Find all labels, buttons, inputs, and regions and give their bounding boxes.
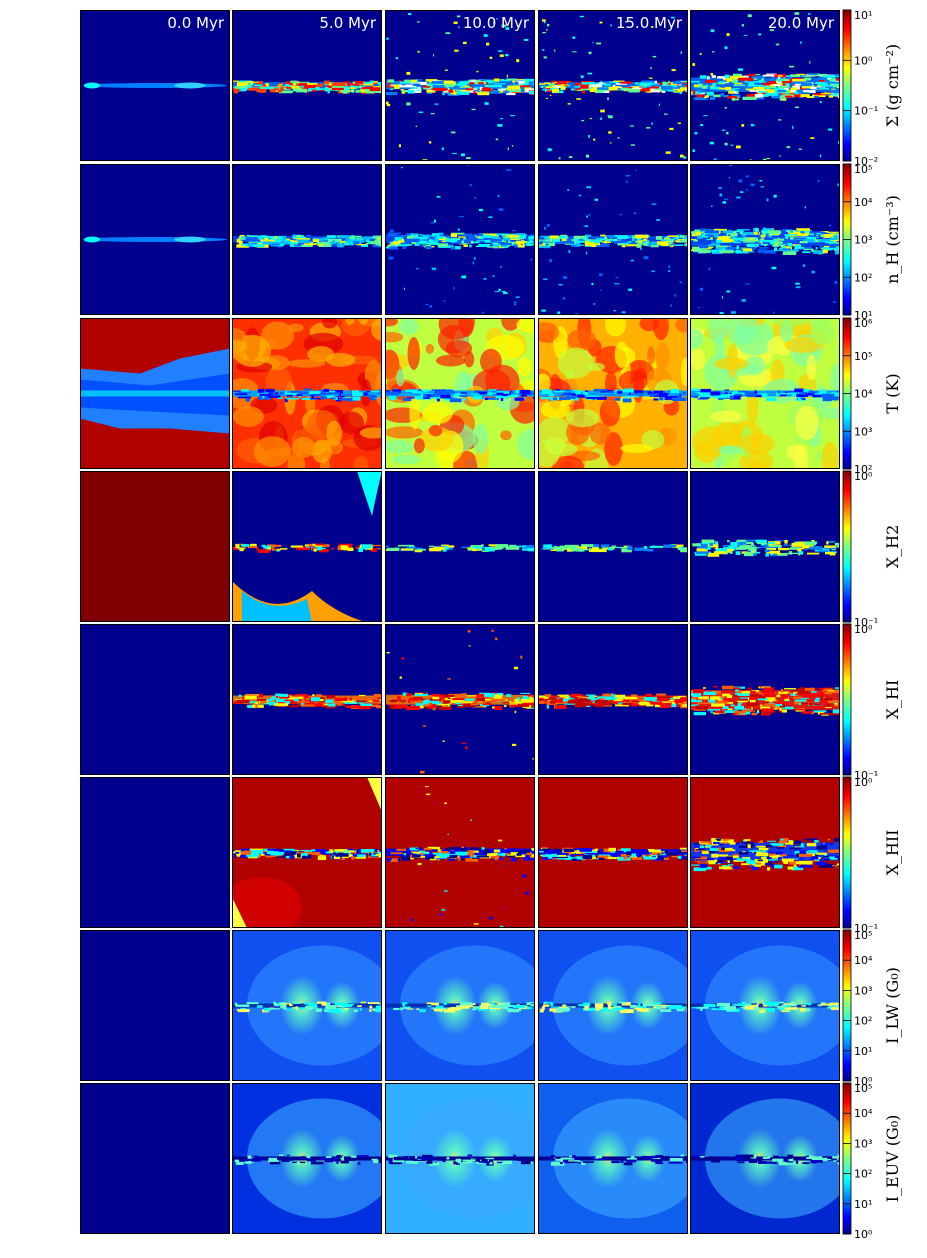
temp-t20 <box>690 318 840 469</box>
column-title: 15.0 Myr <box>616 14 683 32</box>
column-title: 20.0 Myr <box>768 14 835 32</box>
colorbar-tick-label: 10⁻¹ <box>854 922 878 935</box>
colorbar-ILW: 10⁵ 10⁴ 10³ 10² 10¹ 10⁰ <box>842 929 873 1088</box>
colorbar-tick-label: 10² <box>854 1015 872 1028</box>
colorbar-tick-label: 10⁻¹ <box>854 769 878 782</box>
xhi-t20 <box>690 624 840 775</box>
xhii-t15 <box>538 777 688 928</box>
colorbars: 10¹10⁰10⁻¹10⁻²10⁵10⁴10³10²10¹10⁶10⁵10⁴10… <box>842 9 878 1241</box>
nh-t5 <box>232 164 382 315</box>
sigma-t0 <box>80 10 230 161</box>
colorbar-sigma: 10¹ 10⁰ 10⁻¹ 10⁻² <box>842 9 878 168</box>
colorbar-tick-label: 10³ <box>854 984 872 997</box>
colorbar-IEUV: 10⁵ 10⁴ 10³ 10² 10¹ 10⁰ <box>842 1082 873 1241</box>
nh-t15 <box>538 164 688 315</box>
colorbar-tick-label: 10⁰ <box>854 470 873 483</box>
colorbar-tick-label: 10⁴ <box>854 388 873 401</box>
ilw-t10 <box>385 930 535 1081</box>
row-label-XH2: X_H2 <box>883 525 902 569</box>
nh-t10 <box>385 164 535 315</box>
colorbar-tick-label: 10¹ <box>854 9 872 22</box>
nh-t0 <box>80 164 230 315</box>
sigma-t5 <box>232 10 382 161</box>
temp-t5 <box>232 318 382 469</box>
colorbar-tick-label: 10⁵ <box>854 163 872 176</box>
colorbar-tick-label: 10⁰ <box>854 1075 873 1088</box>
colorbar-tick-label: 10² <box>854 1168 872 1181</box>
colorbar-tick-label: 10⁴ <box>854 1107 873 1120</box>
row-label-sigma: Σ (g cm⁻²) <box>883 44 902 127</box>
colorbar-tick-label: 10⁰ <box>854 776 873 789</box>
colorbar-tick-label: 10¹ <box>854 1045 872 1058</box>
row-label-XHII: X_HII <box>883 830 902 876</box>
ilw-t0 <box>80 930 230 1081</box>
xhi-t0 <box>80 624 230 775</box>
colorbar-T: 10⁶ 10⁵ 10⁴ 10³ 10² <box>842 317 873 476</box>
colorbar-tick-label: 10¹ <box>854 1198 872 1211</box>
row-label-T: T (K) <box>883 373 902 413</box>
column-titles: 0.0 Myr 5.0 Myr 10.0 Myr 15.0 Myr 20.0 Myr <box>167 14 834 32</box>
colorbar-XHII: 10⁰ 10⁻¹ <box>842 776 878 935</box>
sigma-t10 <box>385 10 535 161</box>
colorbar-tick-label: 10⁴ <box>854 954 873 967</box>
colorbar-tick-label: 10⁵ <box>854 350 872 363</box>
xhii-t10 <box>385 777 535 928</box>
xhii-t0 <box>80 777 230 928</box>
colorbar-tick-label: 10⁻² <box>854 155 878 168</box>
colorbar-tick-label: 10⁰ <box>854 1228 873 1241</box>
row-labels: Σ (g cm⁻²) n_H (cm⁻³) T (K) X_H2 X_HI X_HII I_… <box>883 44 902 1203</box>
xh2-t15 <box>538 471 688 622</box>
colorbar-tick-label: 10² <box>854 463 872 476</box>
colorbar-tick-label: 10⁵ <box>854 1082 872 1095</box>
colorbar-tick-label: 10⁰ <box>854 54 873 67</box>
colorbar-tick-label: 10¹ <box>854 309 872 322</box>
row-label-IEUV: I_EUV (G₀) <box>883 1115 902 1203</box>
colorbar-tick-label: 10³ <box>854 234 872 247</box>
xh2-t20 <box>690 471 840 622</box>
sigma-t20 <box>690 10 840 161</box>
nh-t20 <box>690 164 840 315</box>
sigma-t15 <box>538 10 688 161</box>
ieuv-t15 <box>538 1083 688 1234</box>
colorbar-XH2: 10⁰ 10⁻¹ <box>842 470 878 629</box>
ilw-t5 <box>232 930 382 1081</box>
ilw-t20 <box>690 930 840 1081</box>
row-label-nH: n_H (cm⁻³) <box>883 195 902 284</box>
colorbar-nH: 10⁵ 10⁴ 10³ 10² 10¹ <box>842 163 873 322</box>
xh2-t0 <box>80 471 230 622</box>
xhi-t5 <box>232 624 382 775</box>
colorbar-tick-label: 10⁵ <box>854 929 872 942</box>
colorbar-tick-label: 10³ <box>854 1137 872 1150</box>
colorbar-tick-label: 10³ <box>854 425 872 438</box>
xh2-t10 <box>385 471 535 622</box>
panel-grid <box>80 10 840 1234</box>
colorbar-tick-label: 10⁴ <box>854 196 873 209</box>
row-label-XHI: X_HI <box>883 680 902 720</box>
colorbar-tick-label: 10⁶ <box>854 317 873 330</box>
ieuv-t20 <box>690 1083 840 1234</box>
xhi-t10 <box>385 624 535 775</box>
xh2-t5 <box>232 471 382 622</box>
column-title: 5.0 Myr <box>319 14 376 32</box>
ieuv-t5 <box>232 1083 382 1234</box>
xhii-t20 <box>690 777 840 928</box>
row-label-ILW: I_LW (G₀) <box>883 967 902 1044</box>
colorbar-tick-label: 10⁻¹ <box>854 616 878 629</box>
colorbar-tick-label: 10⁰ <box>854 623 873 636</box>
column-title: 10.0 Myr <box>463 14 530 32</box>
colorbar-tick-label: 10² <box>854 271 872 284</box>
xhi-t15 <box>538 624 688 775</box>
xhii-t5 <box>232 777 382 928</box>
colorbar-tick-label: 10⁻¹ <box>854 105 878 118</box>
temp-t10 <box>385 318 535 469</box>
temp-t15 <box>538 318 688 469</box>
column-title: 0.0 Myr <box>167 14 224 32</box>
ieuv-t0 <box>80 1083 230 1234</box>
ilw-t15 <box>538 930 688 1081</box>
ieuv-t10 <box>385 1083 535 1234</box>
temp-t0 <box>80 318 230 469</box>
colorbar-XHI: 10⁰ 10⁻¹ <box>842 623 878 782</box>
